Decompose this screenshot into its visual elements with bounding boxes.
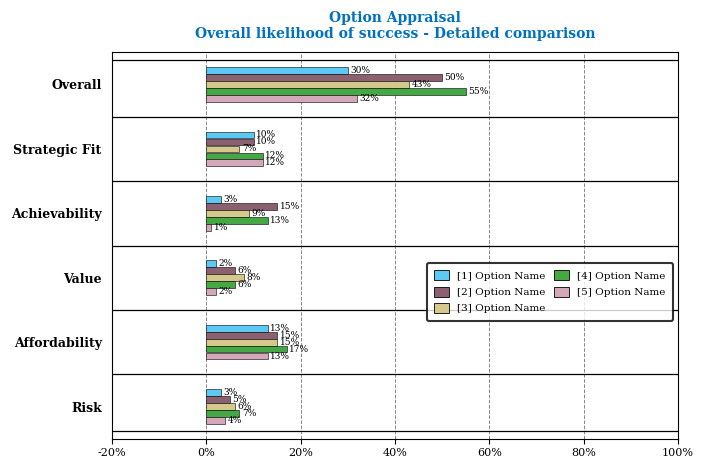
Text: 13%: 13%: [270, 216, 290, 225]
Bar: [207, 224, 212, 231]
Text: 12%: 12%: [265, 159, 286, 167]
Text: 5%: 5%: [233, 395, 247, 404]
Text: 6%: 6%: [237, 402, 252, 411]
Text: 15%: 15%: [279, 331, 300, 340]
Bar: [207, 203, 277, 210]
Bar: [207, 410, 240, 417]
Text: 30%: 30%: [350, 66, 370, 75]
Bar: [207, 74, 442, 81]
Text: 3%: 3%: [223, 195, 237, 204]
Bar: [207, 417, 226, 424]
Bar: [207, 267, 235, 274]
Text: 6%: 6%: [237, 280, 252, 289]
Bar: [207, 325, 268, 332]
Bar: [207, 260, 216, 267]
Bar: [207, 332, 277, 339]
Bar: [207, 132, 254, 138]
Bar: [207, 217, 268, 224]
Bar: [207, 389, 221, 396]
Bar: [207, 339, 277, 346]
Text: 7%: 7%: [242, 409, 256, 418]
Bar: [207, 403, 235, 410]
Text: 3%: 3%: [223, 388, 237, 397]
Bar: [207, 95, 357, 102]
Text: 8%: 8%: [247, 273, 261, 282]
Text: 6%: 6%: [237, 266, 252, 275]
Text: 12%: 12%: [265, 151, 286, 160]
Text: 43%: 43%: [412, 80, 431, 89]
Text: 2%: 2%: [219, 287, 233, 296]
Text: 7%: 7%: [242, 144, 256, 153]
Legend: [1] Option Name, [2] Option Name, [3] Option Name, [4] Option Name, [5] Option N: [1] Option Name, [2] Option Name, [3] Op…: [427, 263, 673, 321]
Bar: [207, 138, 254, 145]
Text: 32%: 32%: [360, 94, 379, 103]
Bar: [207, 159, 263, 166]
Bar: [207, 196, 221, 203]
Text: 13%: 13%: [270, 324, 290, 333]
Title: Option Appraisal
Overall likelihood of success - Detailed comparison: Option Appraisal Overall likelihood of s…: [195, 11, 595, 41]
Bar: [207, 152, 263, 159]
Text: 9%: 9%: [251, 209, 266, 218]
Bar: [207, 274, 244, 281]
Bar: [207, 346, 287, 353]
Text: 10%: 10%: [256, 137, 276, 146]
Bar: [207, 210, 249, 217]
Text: 15%: 15%: [279, 202, 300, 211]
Text: 50%: 50%: [445, 73, 465, 82]
Bar: [207, 67, 348, 74]
Bar: [207, 145, 240, 152]
Bar: [207, 81, 409, 88]
Bar: [207, 281, 235, 288]
Text: 55%: 55%: [468, 87, 489, 96]
Text: 4%: 4%: [228, 416, 242, 425]
Text: 1%: 1%: [214, 223, 228, 232]
Text: 10%: 10%: [256, 130, 276, 139]
Bar: [207, 288, 216, 295]
Bar: [207, 88, 466, 95]
Text: 13%: 13%: [270, 352, 290, 361]
Text: 2%: 2%: [219, 259, 233, 268]
Bar: [207, 353, 268, 359]
Bar: [207, 396, 230, 403]
Text: 17%: 17%: [289, 345, 309, 354]
Text: 15%: 15%: [279, 338, 300, 347]
